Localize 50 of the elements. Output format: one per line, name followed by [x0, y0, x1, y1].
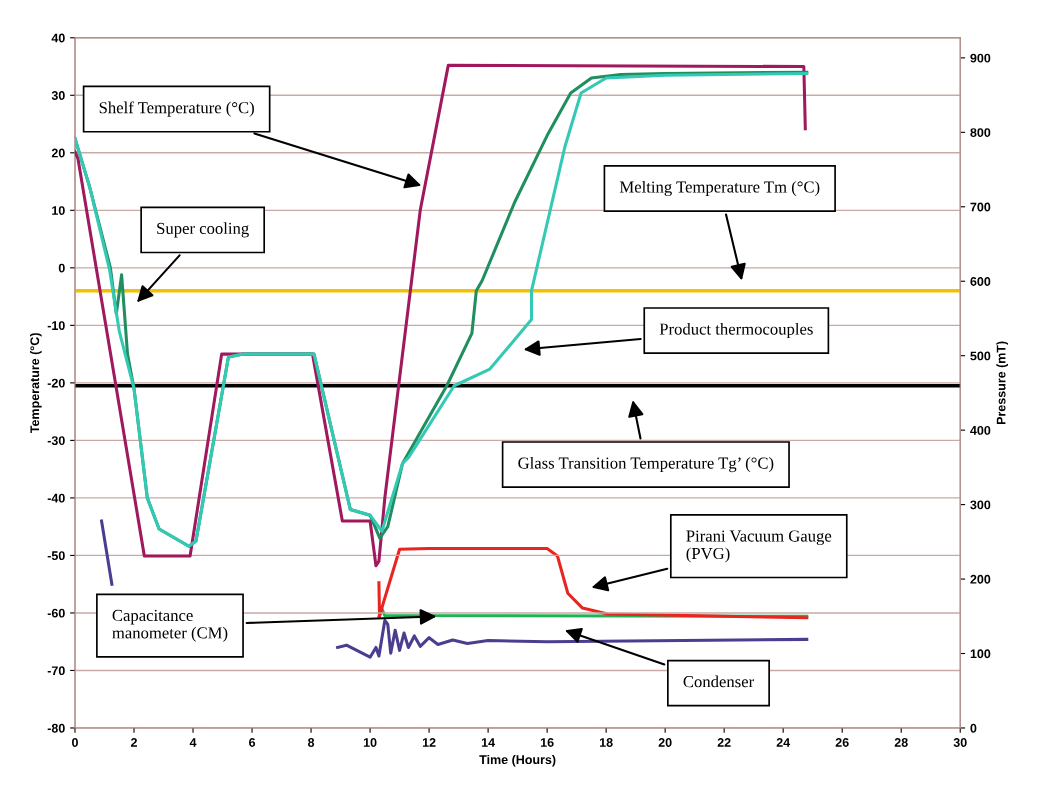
x-tick-label: 26 [835, 738, 849, 747]
x-tick-label: 12 [422, 738, 436, 747]
annotation: Capacitance manometer (CM) [112, 609, 228, 642]
y2-tick-label: 600 [970, 277, 991, 286]
y-tick-label: -30 [47, 436, 65, 446]
x-tick-label: 0 [72, 738, 78, 747]
y-tick-label: -60 [47, 608, 65, 618]
annotation: Condenser [683, 675, 754, 688]
y-tick-label: 0 [58, 263, 65, 273]
x-tick-label: 16 [540, 738, 554, 747]
x-tick-label: 18 [599, 738, 613, 747]
x-tick-label: 2 [130, 738, 137, 747]
x-tick-label: 8 [307, 738, 315, 747]
y2-tick-label: 0 [970, 723, 977, 733]
annotation: Glass Transition Temperature Tg’ (°C) [518, 456, 774, 473]
x-tick-label: 22 [717, 738, 731, 747]
y-axis-title: Temperature (°C) [30, 333, 42, 434]
y-tick-label: -20 [47, 378, 65, 388]
x-tick-label: 30 [953, 738, 967, 747]
x-tick-label: 10 [363, 738, 377, 747]
y2-tick-label: 500 [970, 351, 991, 361]
x-axis-title: Time (Hours) [479, 754, 556, 767]
y-tick-label: 40 [51, 33, 65, 43]
y-tick-label: 20 [51, 148, 65, 158]
y2-tick-label: 200 [970, 574, 991, 584]
y2-tick-label: 300 [970, 500, 991, 510]
y2-tick-label: 700 [970, 202, 991, 212]
y-tick-label: -10 [47, 321, 65, 331]
x-tick-label: 4 [189, 738, 197, 747]
annotation: Super cooling [157, 222, 249, 238]
y2-tick-label: 100 [970, 649, 991, 659]
y-tick-label: -70 [47, 666, 65, 676]
annotation: Melting Temperature Tm (°C) [619, 180, 820, 197]
x-tick-label: 6 [249, 738, 256, 747]
x-tick-label: 28 [894, 738, 908, 747]
y-tick-label: 30 [51, 91, 65, 100]
y2-tick-label: 400 [970, 425, 991, 435]
y2-axis-title: Pressure (mT) [996, 341, 1009, 425]
annotation: Product thermocouples [659, 322, 813, 339]
annotation: Shelf Temperature (°C) [99, 101, 254, 117]
y-tick-label: 10 [52, 206, 65, 215]
y-tick-label: -40 [47, 493, 65, 503]
y2-tick-label: 900 [970, 53, 991, 63]
x-tick-label: 14 [481, 738, 495, 747]
x-tick-label: 24 [776, 738, 791, 747]
annotation: Pirani Vacuum Gauge (PVG) [686, 530, 832, 563]
y-tick-label: -50 [47, 551, 65, 561]
y2-tick-label: 800 [970, 128, 991, 137]
y-tick-label: -80 [47, 723, 65, 733]
x-tick-label: 20 [658, 738, 672, 747]
